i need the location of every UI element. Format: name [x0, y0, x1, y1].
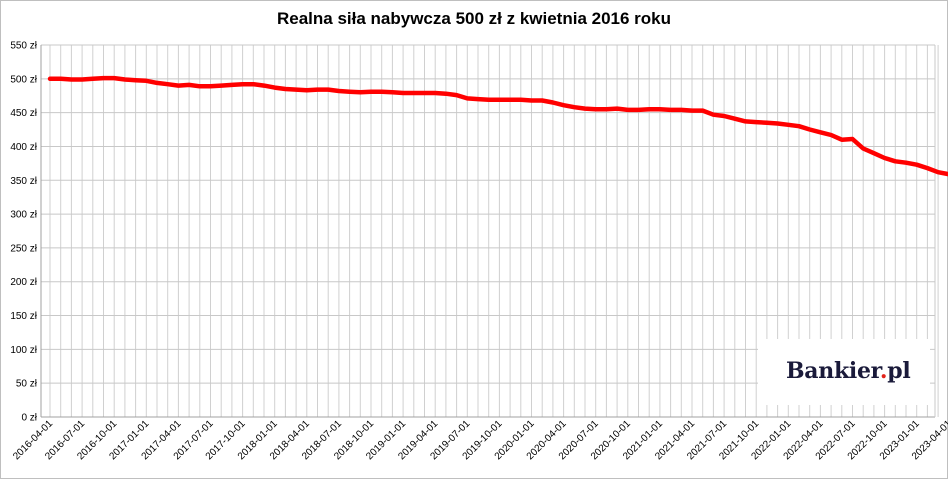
y-tick-label: 400 zł	[10, 142, 37, 153]
logo-dot: .	[879, 358, 888, 384]
series-line	[47, 75, 948, 177]
logo-tld: pl	[887, 358, 911, 384]
x-axis-ticks: 2016-04-012016-07-012016-10-012017-01-01…	[11, 418, 948, 462]
y-tick-label: 550 zł	[10, 41, 37, 52]
y-tick-label: 350 zł	[10, 176, 37, 187]
y-axis-ticks: 0 zł 50 zł 100 zł 150 zł 200 zł 250 zł 300 zł 3…	[10, 41, 37, 424]
y-tick-label: 150 zł	[10, 311, 37, 322]
y-tick-label: 50 zł	[16, 379, 38, 390]
chart-title: Realna siła nabywcza 500 zł z kwietnia 2…	[276, 9, 672, 28]
y-tick-label: 200 zł	[10, 277, 37, 288]
grid	[40, 44, 939, 418]
bankier-logo: Bankier.pl	[758, 339, 930, 405]
y-tick-label: 100 zł	[10, 345, 37, 356]
logo-text: Bankier.pl	[786, 358, 911, 384]
y-tick-label: 500 zł	[10, 74, 37, 85]
y-tick-label: 250 zł	[10, 243, 37, 254]
logo-name: Bankier	[786, 358, 880, 384]
series-layer	[47, 75, 948, 177]
y-tick-label: 450 zł	[10, 108, 37, 119]
y-tick-label: 0 zł	[21, 413, 37, 424]
y-tick-label: 300 zł	[10, 210, 37, 221]
